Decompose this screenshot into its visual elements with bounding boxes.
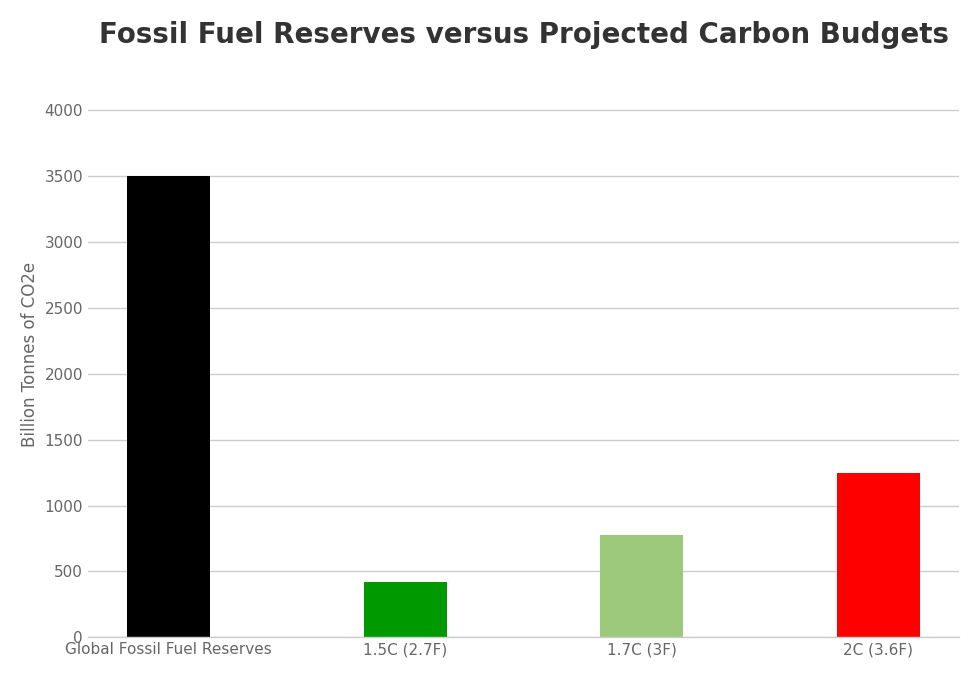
Y-axis label: Billion Tonnes of CO2e: Billion Tonnes of CO2e: [21, 262, 39, 447]
Title: Fossil Fuel Reserves versus Projected Carbon Budgets: Fossil Fuel Reserves versus Projected Ca…: [99, 21, 949, 49]
Bar: [127, 176, 211, 637]
Bar: [837, 473, 919, 637]
Bar: [364, 582, 447, 637]
Bar: [601, 535, 683, 637]
